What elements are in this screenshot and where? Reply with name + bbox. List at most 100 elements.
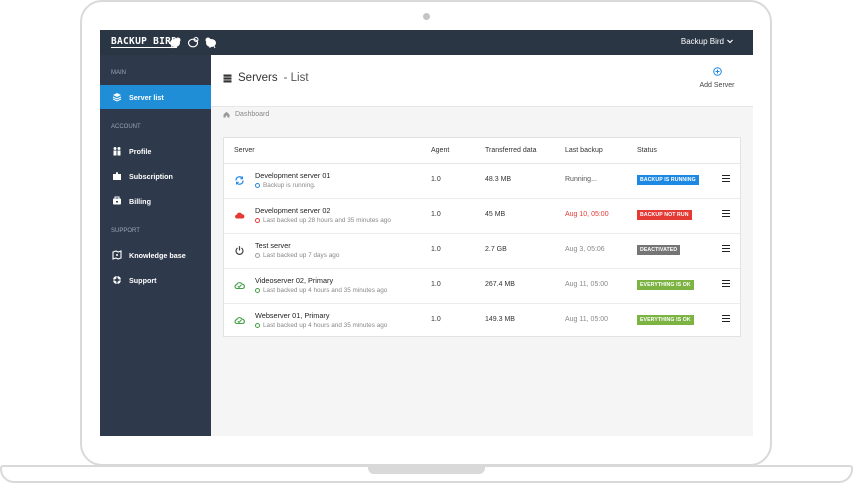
sidebar-item-label: Knowledge base	[129, 250, 186, 260]
page-title-text: Servers	[238, 72, 278, 84]
transferred-data: 267.4 MB	[485, 281, 515, 288]
server-name[interactable]: Development server 02	[255, 206, 331, 215]
puzzle-icon	[112, 171, 122, 181]
table-row[interactable]: Webserver 01, Primary Last backed up 4 h…	[224, 303, 740, 338]
server-status-text: Backup is running.	[255, 182, 316, 189]
servers-table: Server Agent Transferred data Last backu…	[223, 137, 741, 337]
status-dot	[255, 218, 260, 223]
top-bar: BACKUP BIRD Backup Bird	[100, 30, 753, 55]
agent-version: 1.0	[431, 246, 441, 253]
page-title: Servers - List	[223, 72, 309, 84]
sidebar-section-account: ACCOUNT	[111, 124, 141, 130]
sidebar-item-profile[interactable]: Profile	[100, 139, 211, 163]
last-backup: Aug 11, 05:00	[565, 316, 609, 323]
sidebar-item-label: Server list	[129, 92, 164, 102]
server-name[interactable]: Webserver 01, Primary	[255, 311, 330, 320]
sidebar-item-subscription[interactable]: Subscription	[100, 164, 211, 188]
transferred-data: 149.3 MB	[485, 316, 515, 323]
lifebuoy-icon	[112, 275, 122, 285]
agent-version: 1.0	[431, 281, 441, 288]
last-backup: Aug 11, 05:00	[565, 281, 609, 288]
status-dot	[255, 288, 260, 293]
server-name[interactable]: Test server	[255, 241, 291, 250]
database-icon	[223, 74, 232, 82]
breadcrumb-dashboard[interactable]: Dashboard	[235, 111, 270, 118]
sync-icon	[235, 176, 244, 185]
chevron-down-icon	[727, 39, 733, 44]
status-badge: EVERYTHING IS OK	[637, 315, 694, 325]
row-menu-icon[interactable]	[722, 175, 730, 182]
table-row[interactable]: Development server 01 Backup is running.…	[224, 163, 740, 199]
server-status-label: Last backed up 4 hours and 35 minutes ag…	[263, 287, 388, 294]
agent-version: 1.0	[431, 176, 441, 183]
add-server-button[interactable]: Add Server	[697, 67, 737, 89]
status-badge: BACKUP NOT RUN	[637, 210, 692, 220]
breadcrumb: Dashboard	[223, 111, 269, 118]
status-badge: BACKUP IS RUNNING	[637, 175, 699, 185]
cloud-check-icon	[234, 282, 245, 290]
page-header: Servers - List Add Server	[211, 55, 753, 107]
row-menu-icon[interactable]	[722, 315, 730, 322]
main-content: Servers - List Add Server Dashboard Serv…	[211, 55, 753, 436]
bird-outline-icon	[187, 36, 199, 48]
row-menu-icon[interactable]	[722, 210, 730, 217]
sidebar-section-main: MAIN	[111, 70, 126, 76]
app-logo[interactable]: BACKUP BIRD	[111, 36, 178, 48]
server-status-text: Last backed up 7 days ago	[255, 252, 339, 259]
app-screen: BACKUP BIRD Backup Bird MAIN Server list…	[100, 30, 753, 436]
sidebar-item-billing[interactable]: Billing	[100, 189, 211, 213]
column-header-agent[interactable]: Agent	[431, 147, 450, 154]
add-server-label: Add Server	[699, 82, 735, 89]
server-status-label: Last backed up 4 hours and 35 minutes ag…	[263, 322, 388, 329]
server-status-label: Last backed up 28 hours and 35 minutes a…	[263, 217, 391, 224]
server-status-label: Backup is running.	[263, 182, 316, 189]
last-backup: Running...	[565, 176, 597, 183]
server-status-label: Last backed up 7 days ago	[263, 252, 340, 259]
server-status-text: Last backed up 28 hours and 35 minutes a…	[255, 217, 391, 224]
page-subtitle: - List	[283, 72, 309, 84]
sidebar-item-knowledge-base[interactable]: Knowledge base	[100, 243, 211, 267]
table-header: Server Agent Transferred data Last backu…	[224, 138, 740, 164]
sidebar-item-server-list[interactable]: Server list	[100, 85, 211, 109]
sidebar-item-label: Profile	[129, 146, 152, 156]
status-dot	[255, 323, 260, 328]
column-header-transferred-data[interactable]: Transferred data	[485, 147, 537, 154]
wallet-icon	[112, 196, 122, 206]
last-backup: Aug 3, 05:06	[565, 246, 605, 253]
server-status-text: Last backed up 4 hours and 35 minutes ag…	[255, 287, 387, 294]
row-menu-icon[interactable]	[722, 245, 730, 252]
agent-version: 1.0	[431, 316, 441, 323]
sidebar-item-label: Support	[129, 275, 157, 285]
laptop-notch	[368, 465, 485, 474]
cloud-check-icon	[234, 317, 245, 325]
sidebar-item-support[interactable]: Support	[100, 268, 211, 292]
transferred-data: 48.3 MB	[485, 176, 512, 183]
status-dot	[255, 253, 260, 258]
bird-icon	[170, 37, 181, 49]
last-backup: Aug 10, 05:00	[565, 211, 609, 218]
bird-logos	[168, 35, 218, 49]
server-name[interactable]: Videoserver 02, Primary	[255, 276, 334, 285]
column-header-server[interactable]: Server	[234, 147, 255, 154]
add-circle-icon	[712, 67, 722, 76]
bird-icon	[205, 37, 216, 49]
sidebar-item-label: Billing	[129, 196, 151, 206]
user-menu-label: Backup Bird	[680, 37, 724, 46]
table-row[interactable]: Videoserver 02, Primary Last backed up 4…	[224, 268, 740, 304]
table-row[interactable]: Development server 02 Last backed up 28 …	[224, 198, 740, 234]
column-header-status[interactable]: Status	[637, 147, 657, 154]
server-name[interactable]: Development server 01	[255, 171, 331, 180]
server-status-text: Last backed up 4 hours and 35 minutes ag…	[255, 322, 387, 329]
sidebar-item-label: Subscription	[129, 171, 173, 181]
home-icon	[223, 111, 230, 118]
users-icon	[112, 146, 122, 156]
column-header-last-backup[interactable]: Last backup	[565, 147, 603, 154]
user-menu[interactable]: Backup Bird	[681, 37, 733, 46]
cloud-icon	[235, 212, 245, 219]
layers-icon	[112, 92, 122, 102]
transferred-data: 45 MB	[485, 211, 506, 218]
transferred-data: 2.7 GB	[485, 246, 507, 253]
sidebar-section-support: SUPPORT	[111, 228, 140, 234]
table-row[interactable]: Test server Last backed up 7 days ago 1.…	[224, 233, 740, 269]
row-menu-icon[interactable]	[722, 280, 730, 287]
